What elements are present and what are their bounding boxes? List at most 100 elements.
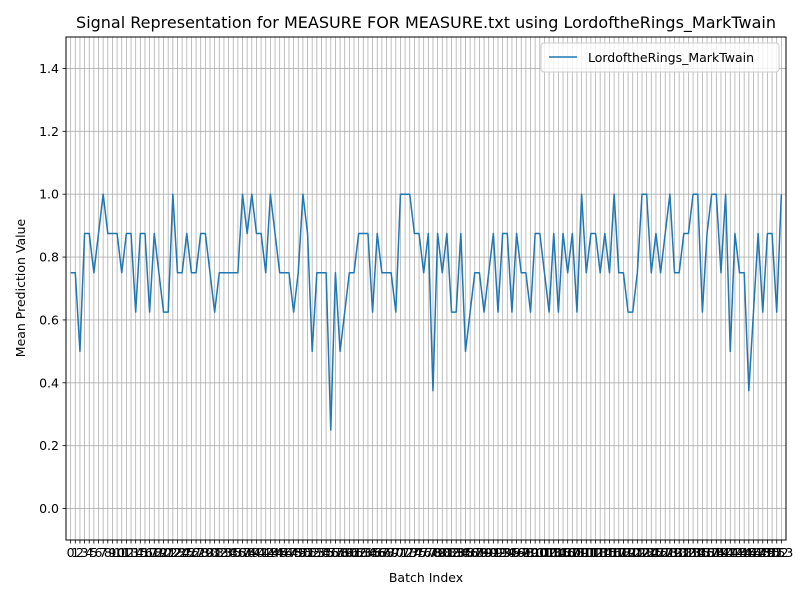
x-tick-label: 107 [556, 545, 580, 560]
legend: LordoftheRings_MarkTwain [540, 42, 780, 73]
x-tick-label: 74 [406, 545, 422, 560]
x-tick-label: 36 [230, 545, 246, 560]
x-tick-label: 143 [723, 545, 747, 560]
x-tick-label: 101 [528, 545, 552, 560]
x-tick-label: 97 [513, 545, 529, 560]
y-tick-label: 0.4 [39, 375, 59, 390]
x-tick-label: 57 [327, 545, 343, 560]
x-tick-label: 116 [598, 545, 622, 560]
x-tick-label: 39 [244, 545, 260, 560]
x-tick-label: 95 [504, 545, 520, 560]
x-tick-label: 152 [765, 545, 789, 560]
y-tick-label: 0.8 [39, 250, 59, 265]
series-line [70, 193, 783, 431]
x-tick-label: 144 [728, 545, 752, 560]
x-tick-label: 127 [649, 545, 673, 560]
x-tick-label: 72 [397, 545, 413, 560]
x-tick-label: 81 [439, 545, 455, 560]
x-tick-label: 148 [746, 545, 770, 560]
x-tick-label: 130 [663, 545, 687, 560]
x-tick-label: 52 [304, 545, 320, 560]
x-tick-label: 26 [183, 545, 199, 560]
plot-frame [65, 36, 787, 541]
x-tick-label: 7 [99, 545, 107, 560]
x-tick-label: 10 [109, 545, 125, 560]
x-tick-label: 50 [295, 545, 311, 560]
chart-title: Signal Representation for MEASURE FOR ME… [76, 13, 776, 33]
x-tick-label: 21 [160, 545, 176, 560]
x-tick-label: 47 [281, 545, 297, 560]
x-tick-label: 17 [142, 545, 158, 560]
x-tick-label: 93 [495, 545, 511, 560]
x-tick-label: 13 [123, 545, 139, 560]
x-tick-label: 98 [518, 545, 534, 560]
x-tick-label: 56 [323, 545, 339, 560]
x-tick-label: 110 [570, 545, 594, 560]
x-tick-label: 103 [537, 545, 561, 560]
x-tick-label: 69 [383, 545, 399, 560]
x-tick-label: 46 [276, 545, 292, 560]
x-tick-label: 125 [639, 545, 663, 560]
x-tick-label: 38 [239, 545, 255, 560]
y-tick-label: 1.2 [39, 124, 59, 139]
x-tick-label: 75 [411, 545, 427, 560]
x-tick-label: 76 [416, 545, 432, 560]
x-tick-label: 114 [588, 545, 612, 560]
x-tick-label: 115 [593, 545, 617, 560]
x-tick-label: 84 [453, 545, 469, 560]
x-tick-label: 92 [490, 545, 506, 560]
x-tick-label: 150 [755, 545, 779, 560]
x-axis-label: Batch Index [389, 570, 463, 585]
x-tick-label: 16 [137, 545, 153, 560]
x-tick-label: 121 [621, 545, 645, 560]
x-tick-label: 8 [104, 545, 112, 560]
x-tick-label: 132 [672, 545, 696, 560]
x-tick-label: 25 [179, 545, 195, 560]
x-tick-label: 32 [211, 545, 227, 560]
x-tick-label: 14 [128, 545, 144, 560]
x-tick-label: 70 [388, 545, 404, 560]
x-tick-label: 62 [351, 545, 367, 560]
x-tick-label: 44 [267, 545, 283, 560]
x-tick-label: 87 [467, 545, 483, 560]
x-tick-label: 9 [108, 545, 116, 560]
x-tick-label: 126 [644, 545, 668, 560]
x-tick-label: 4 [85, 545, 93, 560]
x-tick-label: 11 [114, 545, 130, 560]
x-tick-label: 139 [704, 545, 728, 560]
x-tick-label: 80 [434, 545, 450, 560]
x-tick-label: 43 [262, 545, 278, 560]
x-tick-label: 60 [341, 545, 357, 560]
y-tick-label: 0.0 [39, 501, 59, 516]
x-tick-label: 1 [71, 545, 79, 560]
x-tick-label: 151 [760, 545, 784, 560]
x-tick-label: 27 [188, 545, 204, 560]
y-tick-label: 0.6 [39, 312, 59, 327]
x-tick-label: 19 [151, 545, 167, 560]
x-tick-label: 118 [607, 545, 631, 560]
x-tick-label: 99 [523, 545, 539, 560]
x-tick-label: 134 [681, 545, 705, 560]
y-tick-label: 1.4 [39, 61, 59, 76]
x-tick-label: 79 [430, 545, 446, 560]
x-tick-label: 112 [579, 545, 603, 560]
x-tick-label: 83 [448, 545, 464, 560]
x-tick-label: 15 [132, 545, 148, 560]
y-tick-label: 1.0 [39, 187, 59, 202]
x-tick-label: 119 [611, 545, 635, 560]
x-tick-label: 88 [471, 545, 487, 560]
x-tick-label: 45 [272, 545, 288, 560]
x-tick-label: 28 [193, 545, 209, 560]
x-tick-label: 34 [221, 545, 237, 560]
x-tick-label: 24 [174, 545, 190, 560]
x-tick-label: 138 [700, 545, 724, 560]
x-tick-label: 12 [118, 545, 134, 560]
x-tick-label: 78 [425, 545, 441, 560]
x-tick-label: 91 [485, 545, 501, 560]
x-tick-label: 73 [402, 545, 418, 560]
x-tick-label: 63 [355, 545, 371, 560]
x-tick-label: 0 [67, 545, 75, 560]
x-tick-label: 104 [542, 545, 566, 560]
x-tick-label: 5 [90, 545, 98, 560]
